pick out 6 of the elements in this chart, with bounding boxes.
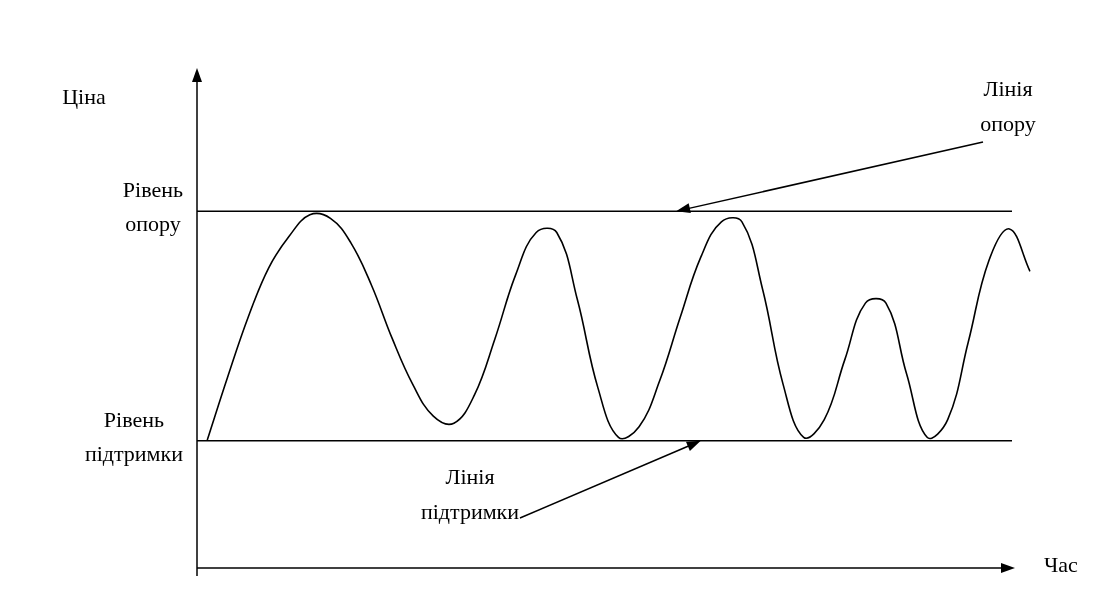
ref-line-label: Рівень підтримки [84,406,184,466]
ref-line-label: Рівень опору [122,177,183,237]
text: Ціна [62,83,106,109]
annotation: Лінія підтримки [420,463,520,524]
text: Лінія опору [980,75,1036,136]
x-axis-title: Час [1044,551,1079,577]
